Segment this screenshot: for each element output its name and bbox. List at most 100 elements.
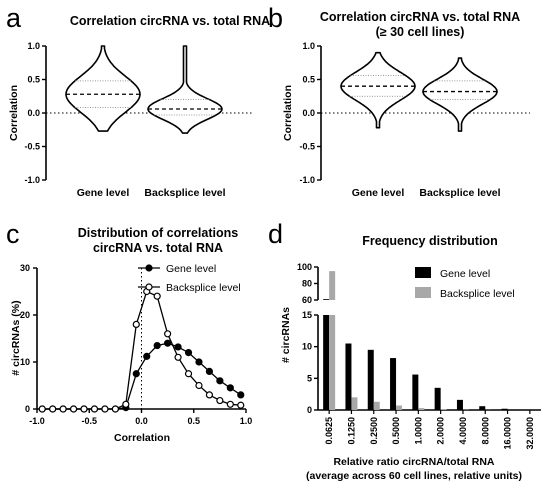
data-point (164, 330, 172, 338)
bar-0 (390, 358, 397, 410)
panel-c: c Distribution of correlations circRNA v… (6, 219, 252, 444)
legend-marker-1 (145, 283, 153, 291)
bar-0 (479, 406, 486, 410)
y-tick-label: 0.5 (27, 75, 40, 85)
data-point (101, 405, 109, 413)
x-category-label: Backsplice level (144, 187, 225, 199)
bar-1 (418, 408, 425, 410)
x-tick-label: 0.5000 (391, 417, 401, 445)
data-point (205, 391, 214, 399)
data-point (226, 384, 234, 392)
panel-c-plot: 0 10 20 30 -1.0 -0.5 0.0 0.5 1.0 Gene level Backsp… (20, 263, 252, 426)
violin-0 (65, 45, 141, 132)
panel-b-title: Correlation circRNA vs. total RNA (320, 10, 520, 24)
y-tick-label: 0.5 (302, 75, 315, 85)
y-tick-label: 80 (302, 279, 312, 289)
y-tick-label: 0.0 (302, 108, 315, 118)
y-tick-label: 1.0 (302, 41, 315, 51)
panel-a: a Correlation circRNA vs. total RNA Corr… (6, 3, 270, 199)
x-tick-label: 0.1250 (346, 417, 356, 445)
panel-d-xlabel-2: (average across 60 cell lines, relative … (306, 470, 522, 482)
x-category-label: Backsplice level (419, 187, 500, 199)
y-tick-label: 60 (302, 295, 312, 305)
legend-label-0: Gene level (440, 268, 490, 280)
data-point (195, 358, 203, 366)
panel-d: d Frequency distribution # circRNAs Rela… (268, 219, 541, 482)
y-tick-label: 100 (297, 262, 312, 272)
panel-a-ylabel: Correlation (8, 85, 20, 141)
x-tick-label: -1.0 (29, 416, 45, 426)
panel-a-plot: 1.0 0.5 0.0 -0.5 -1.0 Gene level Backsplice le… (24, 41, 252, 199)
y-tick-label: 10 (20, 357, 30, 367)
panel-d-plot: 100 80 60 15 10 5 0 0.0625 0.1250 0.2500 0.5000 1.0… (297, 262, 541, 450)
x-tick-label: 16.0000 (503, 417, 513, 450)
panel-b-ylabel: Correlation (282, 85, 294, 141)
data-point (38, 405, 46, 413)
legend-swatch-1 (415, 287, 431, 298)
x-tick-label: 0.0625 (324, 417, 334, 445)
data-point (143, 352, 151, 360)
y-tick-label: 10 (302, 342, 312, 352)
legend-label-1: Backsplice level (440, 288, 515, 300)
x-tick-label: 0.2500 (369, 417, 379, 445)
panel-d-xlabel: Relative ratio circRNA/total RNA (333, 456, 494, 468)
bar-0 (323, 315, 330, 410)
bar-0 (412, 374, 419, 410)
panel-c-ylabel: # circRNAs (%) (10, 300, 22, 375)
bar-1 (351, 397, 358, 410)
x-tick-label: 1.0000 (413, 417, 423, 445)
series-line-1 (42, 290, 241, 410)
panel-c-subtitle: circRNA vs. total RNA (93, 241, 223, 255)
y-tick-label: 0 (25, 404, 30, 414)
data-point (205, 367, 214, 375)
data-point (49, 405, 57, 413)
data-point (174, 343, 182, 351)
data-point (174, 353, 182, 361)
violin-1 (147, 45, 223, 134)
panel-a-label: a (6, 3, 22, 33)
panel-d-label: d (268, 219, 283, 249)
legend-label-0: Gene level (166, 263, 216, 275)
panel-a-title: Correlation circRNA vs. total RNA (70, 14, 270, 28)
bar-1 (373, 401, 380, 410)
data-point (80, 405, 88, 413)
y-tick-label: 0.0 (27, 108, 40, 118)
violin-0 (340, 51, 416, 129)
panel-c-xlabel: Correlation (114, 432, 170, 444)
bar-1 (329, 315, 336, 410)
data-point (132, 370, 140, 378)
y-tick-label: -1.0 (24, 175, 40, 185)
data-point (153, 341, 161, 350)
bar-0 (434, 387, 441, 410)
data-point (184, 370, 193, 378)
data-point (69, 405, 78, 413)
x-tick-label: 1.0 (240, 416, 253, 426)
x-category-label: Gene level (77, 187, 130, 199)
panel-d-ylabel: # circRNAs (280, 307, 292, 363)
violin-1 (422, 57, 498, 132)
x-tick-label: 2.0000 (436, 417, 446, 445)
x-tick-label: 8.0000 (480, 417, 490, 445)
data-point (122, 400, 130, 408)
data-point (153, 292, 161, 300)
data-point (216, 377, 224, 385)
panel-b-plot: 1.0 0.5 0.0 -0.5 -1.0 Gene level Backsplice le… (299, 41, 530, 199)
data-point (164, 339, 172, 347)
x-tick-label: 0.0 (135, 416, 148, 426)
data-point (237, 401, 245, 409)
y-tick-label: 1.0 (27, 41, 40, 51)
x-tick-label: -0.5 (81, 416, 97, 426)
panel-b: b Correlation circRNA vs. total RNA (≥ 3… (268, 3, 530, 199)
data-point (90, 405, 99, 413)
data-point (195, 381, 203, 390)
y-tick-label: 15 (302, 310, 312, 320)
y-tick-label: 0 (307, 405, 312, 415)
bar-1-upper (329, 271, 336, 300)
y-tick-label: 30 (20, 263, 30, 273)
bar-1 (396, 405, 403, 410)
legend-marker-0 (145, 264, 153, 272)
y-tick-label: -0.5 (299, 142, 315, 152)
data-point (237, 391, 245, 399)
bar-0-upper (323, 299, 330, 300)
